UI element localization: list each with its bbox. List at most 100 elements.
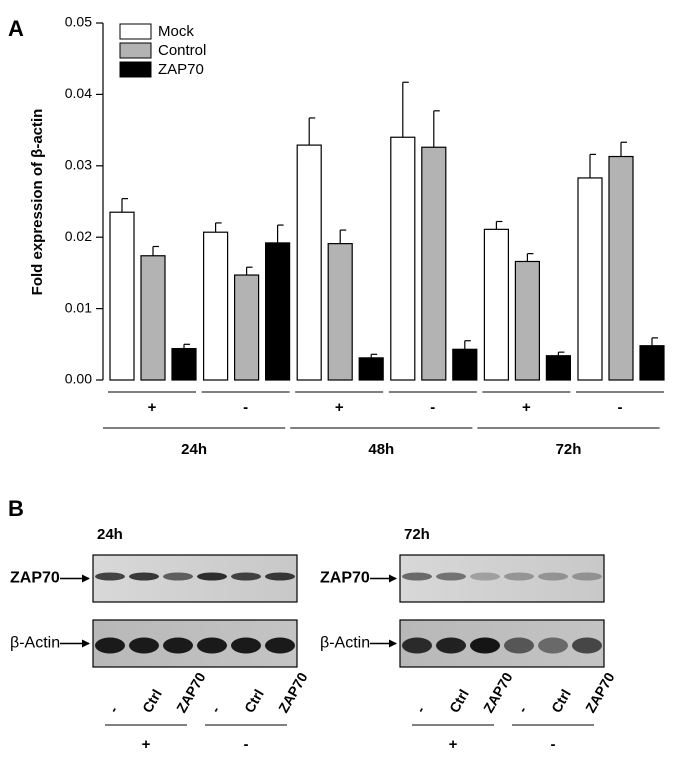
- bar: [514, 260, 541, 381]
- band: [436, 637, 466, 654]
- band: [95, 637, 125, 654]
- error-bar: [121, 198, 128, 213]
- bar: [296, 144, 322, 381]
- bar: [545, 355, 572, 381]
- lane-label: Ctrl: [139, 686, 165, 715]
- y-tick-label: 0.03: [65, 157, 92, 173]
- bar: [483, 228, 509, 381]
- row-label: ZAP70: [320, 570, 370, 587]
- legend-swatch: [119, 23, 152, 40]
- lane-label: Ctrl: [446, 686, 472, 715]
- bar: [171, 347, 197, 381]
- bar: [608, 155, 634, 381]
- lane-label: -: [207, 703, 223, 715]
- arrow-head: [389, 574, 397, 583]
- bar: [358, 357, 384, 381]
- lane-label: -: [412, 703, 428, 715]
- error-bar: [152, 245, 159, 256]
- band: [231, 572, 261, 581]
- error-bar: [215, 222, 222, 233]
- lane-label: -: [105, 703, 121, 715]
- bar: [327, 243, 353, 381]
- arrow-head: [82, 574, 90, 583]
- legend-label: ZAP70: [158, 61, 204, 78]
- legend-swatch: [119, 61, 152, 78]
- y-tick-label: 0.01: [65, 299, 92, 315]
- bar: [140, 255, 166, 381]
- band: [163, 637, 193, 654]
- band: [504, 637, 534, 654]
- error-bar: [277, 224, 284, 243]
- band: [265, 637, 295, 654]
- blot: [92, 619, 298, 668]
- x-tick-label: +: [335, 399, 344, 416]
- y-axis-label: Fold expression of β-actin: [29, 109, 46, 296]
- bar: [265, 242, 291, 381]
- error-bar: [589, 153, 596, 178]
- lane-label: ZAP70: [582, 669, 618, 715]
- band: [197, 637, 227, 654]
- group-label: 24h: [181, 441, 207, 458]
- band: [436, 572, 466, 581]
- legend-label: Control: [158, 42, 206, 59]
- band: [572, 572, 602, 581]
- error-bar: [464, 340, 471, 350]
- legend-label: Mock: [158, 23, 194, 40]
- error-bar: [308, 117, 316, 146]
- blot: [399, 619, 605, 668]
- band: [470, 572, 500, 581]
- lane-label: Ctrl: [241, 686, 267, 715]
- error-bar: [402, 81, 409, 138]
- group-label: +: [449, 736, 458, 753]
- blot-time: 24h: [97, 526, 123, 543]
- y-tick-label: 0.05: [65, 14, 92, 30]
- group-label: -: [244, 736, 249, 753]
- error-bar: [651, 337, 658, 346]
- x-tick-label: -: [243, 399, 248, 416]
- band: [95, 572, 125, 581]
- lane-label: -: [514, 703, 530, 715]
- row-label: β-Actin: [320, 635, 370, 652]
- error-bar: [246, 266, 253, 276]
- arrow-head: [82, 639, 90, 648]
- legend-swatch: [119, 42, 152, 59]
- bar: [421, 146, 447, 381]
- bar: [203, 231, 229, 381]
- panel-label: B: [8, 496, 24, 521]
- group-label: +: [142, 736, 151, 753]
- lane-label: ZAP70: [173, 669, 209, 715]
- lane-label: ZAP70: [275, 669, 311, 715]
- blot-time: 72h: [404, 526, 430, 543]
- band: [402, 572, 432, 581]
- band: [572, 637, 602, 654]
- band: [504, 572, 534, 581]
- band: [163, 572, 193, 581]
- error-bar: [495, 220, 503, 230]
- y-tick-label: 0.04: [65, 85, 92, 101]
- error-bar: [339, 229, 347, 244]
- bar: [234, 274, 260, 381]
- x-tick-label: -: [618, 399, 623, 416]
- error-bar: [620, 141, 627, 157]
- band: [538, 637, 568, 654]
- lane-label: ZAP70: [480, 669, 516, 715]
- error-bar: [183, 343, 190, 349]
- band: [538, 572, 568, 581]
- bar: [639, 345, 665, 381]
- x-tick-label: -: [430, 399, 435, 416]
- bar: [390, 136, 416, 381]
- bar: [452, 348, 478, 381]
- arrow-head: [389, 639, 397, 648]
- group-label: 48h: [368, 441, 394, 458]
- band: [129, 572, 159, 581]
- band: [231, 637, 261, 654]
- band: [129, 637, 159, 654]
- x-tick-label: +: [148, 399, 157, 416]
- x-tick-label: +: [522, 399, 531, 416]
- group-label: 72h: [556, 441, 582, 458]
- error-bar: [433, 110, 440, 148]
- bar: [109, 211, 135, 381]
- blot: [399, 554, 605, 603]
- band: [197, 572, 227, 581]
